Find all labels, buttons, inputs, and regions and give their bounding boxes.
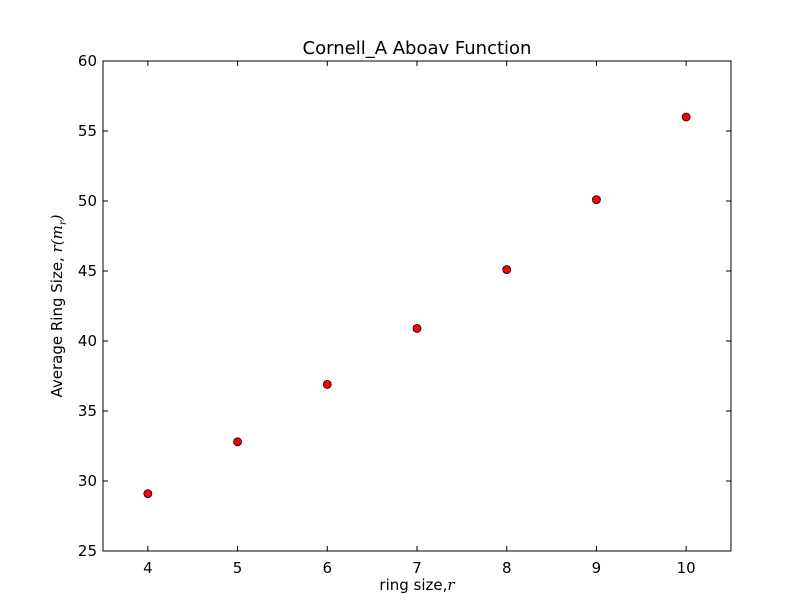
y-tick-label: 35 <box>78 402 97 420</box>
data-point <box>322 379 332 389</box>
y-tick-label: 25 <box>78 542 97 560</box>
x-tick-labels: 4 5 6 7 8 9 10 <box>143 559 696 577</box>
axis-ticks <box>103 60 731 552</box>
y-tick-label: 40 <box>78 332 97 350</box>
y-tick-label: 50 <box>78 192 97 210</box>
x-tick-label: 5 <box>233 559 243 577</box>
data-point <box>233 437 242 447</box>
plot-area <box>102 60 732 552</box>
x-tick-label: 8 <box>502 559 512 577</box>
y-tick-label: 60 <box>78 52 97 70</box>
x-tick-label: 6 <box>323 559 333 577</box>
data-point <box>143 489 153 499</box>
data-point <box>681 112 691 122</box>
y-axis-label: Average Ring Size, r(mr) <box>48 214 69 397</box>
y-tick-labels: 25 30 35 40 45 50 55 60 <box>78 52 97 560</box>
x-tick-label: 9 <box>592 559 602 577</box>
chart-title: Cornell_A Aboav Function <box>303 38 532 59</box>
data-point <box>502 265 512 275</box>
x-tick-label: 4 <box>143 559 153 577</box>
x-tick-label: 10 <box>677 559 696 577</box>
data-point <box>592 195 601 205</box>
data-point <box>412 323 422 333</box>
data-points <box>143 112 691 499</box>
y-tick-label: 55 <box>78 122 97 140</box>
x-tick-label: 7 <box>412 559 422 577</box>
x-axis-label: ring size,r <box>379 576 455 594</box>
y-tick-label: 30 <box>78 472 97 490</box>
y-tick-label: 45 <box>78 262 97 280</box>
